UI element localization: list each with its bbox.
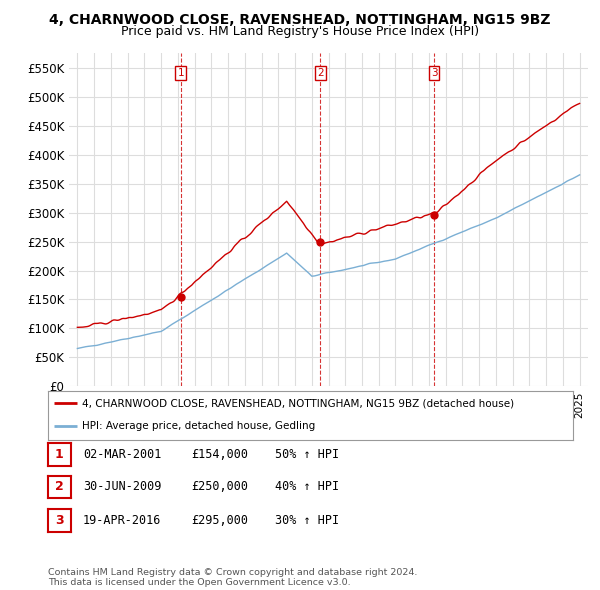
Text: 30% ↑ HPI: 30% ↑ HPI	[275, 514, 339, 527]
Text: 30-JUN-2009: 30-JUN-2009	[83, 480, 161, 493]
Text: Contains HM Land Registry data © Crown copyright and database right 2024.
This d: Contains HM Land Registry data © Crown c…	[48, 568, 418, 587]
Text: 2: 2	[55, 480, 64, 493]
Text: 4, CHARNWOOD CLOSE, RAVENSHEAD, NOTTINGHAM, NG15 9BZ: 4, CHARNWOOD CLOSE, RAVENSHEAD, NOTTINGH…	[49, 13, 551, 27]
Text: 40% ↑ HPI: 40% ↑ HPI	[275, 480, 339, 493]
Text: 02-MAR-2001: 02-MAR-2001	[83, 448, 161, 461]
Text: 3: 3	[431, 68, 437, 78]
Text: £154,000: £154,000	[191, 448, 248, 461]
Text: 19-APR-2016: 19-APR-2016	[83, 514, 161, 527]
Text: 3: 3	[55, 514, 64, 527]
Text: £295,000: £295,000	[191, 514, 248, 527]
Text: 4, CHARNWOOD CLOSE, RAVENSHEAD, NOTTINGHAM, NG15 9BZ (detached house): 4, CHARNWOOD CLOSE, RAVENSHEAD, NOTTINGH…	[82, 398, 514, 408]
Text: 1: 1	[55, 448, 64, 461]
Text: 1: 1	[178, 68, 184, 78]
Text: £250,000: £250,000	[191, 480, 248, 493]
Text: HPI: Average price, detached house, Gedling: HPI: Average price, detached house, Gedl…	[82, 421, 316, 431]
Text: 2: 2	[317, 68, 323, 78]
Text: 50% ↑ HPI: 50% ↑ HPI	[275, 448, 339, 461]
Text: Price paid vs. HM Land Registry's House Price Index (HPI): Price paid vs. HM Land Registry's House …	[121, 25, 479, 38]
